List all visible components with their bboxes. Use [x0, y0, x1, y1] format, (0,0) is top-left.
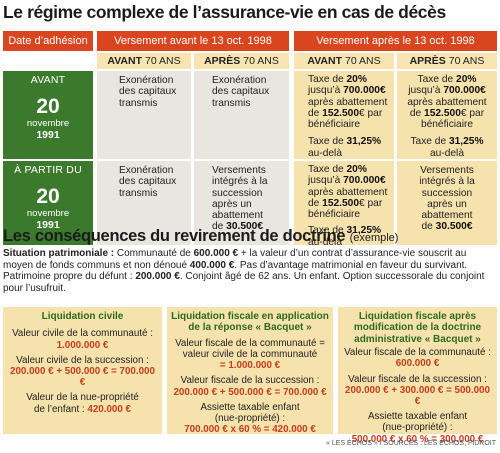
liquidation-civile-title: Liquidation civile — [41, 311, 124, 322]
cell-r1-before-after: Exonération des capitaux transmis — [194, 71, 289, 159]
cell-r1-before-before: Exonération des capitaux transmis — [97, 71, 191, 159]
subheader-after-70-1: APRÈS 70 ANS — [194, 53, 289, 69]
date-adhesion-header: Date d’adhésion — [3, 31, 93, 51]
section-title-note: (exemple) — [349, 232, 399, 244]
cell-r2-after-before: Taxe de 20% jusqu’à 700.000€ après abatt… — [294, 161, 394, 248]
cell-r2-before-after: Versements intégrés à la succession aprè… — [194, 161, 289, 245]
cell-r1-after-before: Taxe de 20% jusqu’à 700.000€ après abatt… — [294, 71, 394, 159]
situation-text: Situation patrimoniale : Communauté de 6… — [3, 248, 485, 294]
page-title: Le régime complexe de l’assurance-vie en… — [3, 2, 446, 22]
section-title: Les conséquences du revirement de doctri… — [3, 227, 399, 245]
cell-r1-after-after: Taxe de 20% jusqu’à 700.000€ après abatt… — [397, 71, 497, 159]
cell-r2-after-after: Versements intégrés à la succession aprè… — [397, 161, 497, 245]
row-label-avant: AVANT 20 novembre 1991 — [3, 71, 93, 159]
row-label-a-partir-du: À PARTIR DU 20 novembre 1991 — [3, 161, 93, 245]
source-credit: « LES ÉCHOS » / SOURCES : LES ÉCHOS, FID… — [326, 440, 496, 447]
liquidation-bacquet-box: Liquidation fiscale en application de la… — [167, 307, 333, 435]
liquidation-civile-box: Liquidation civile Valeur civile de la c… — [3, 307, 162, 434]
group-header-before: Versement avant le 13 oct. 1998 — [97, 31, 289, 51]
group-header-after: Versement après le 13 oct. 1998 — [294, 31, 497, 51]
subheader-before-70-1: AVANT 70 ANS — [97, 53, 191, 69]
liquidation-modification-title: Liquidation fiscale après modification d… — [353, 311, 482, 345]
liquidation-bacquet-title: Liquidation fiscale en application de la… — [171, 311, 329, 334]
subheader-before-70-2: AVANT 70 ANS — [294, 53, 394, 69]
liquidation-modification-box: Liquidation fiscale après modification d… — [338, 307, 497, 445]
subheader-after-70-2: APRÈS 70 ANS — [397, 53, 497, 69]
cell-r2-before-before: Exonération des capitaux transmis — [97, 161, 191, 245]
